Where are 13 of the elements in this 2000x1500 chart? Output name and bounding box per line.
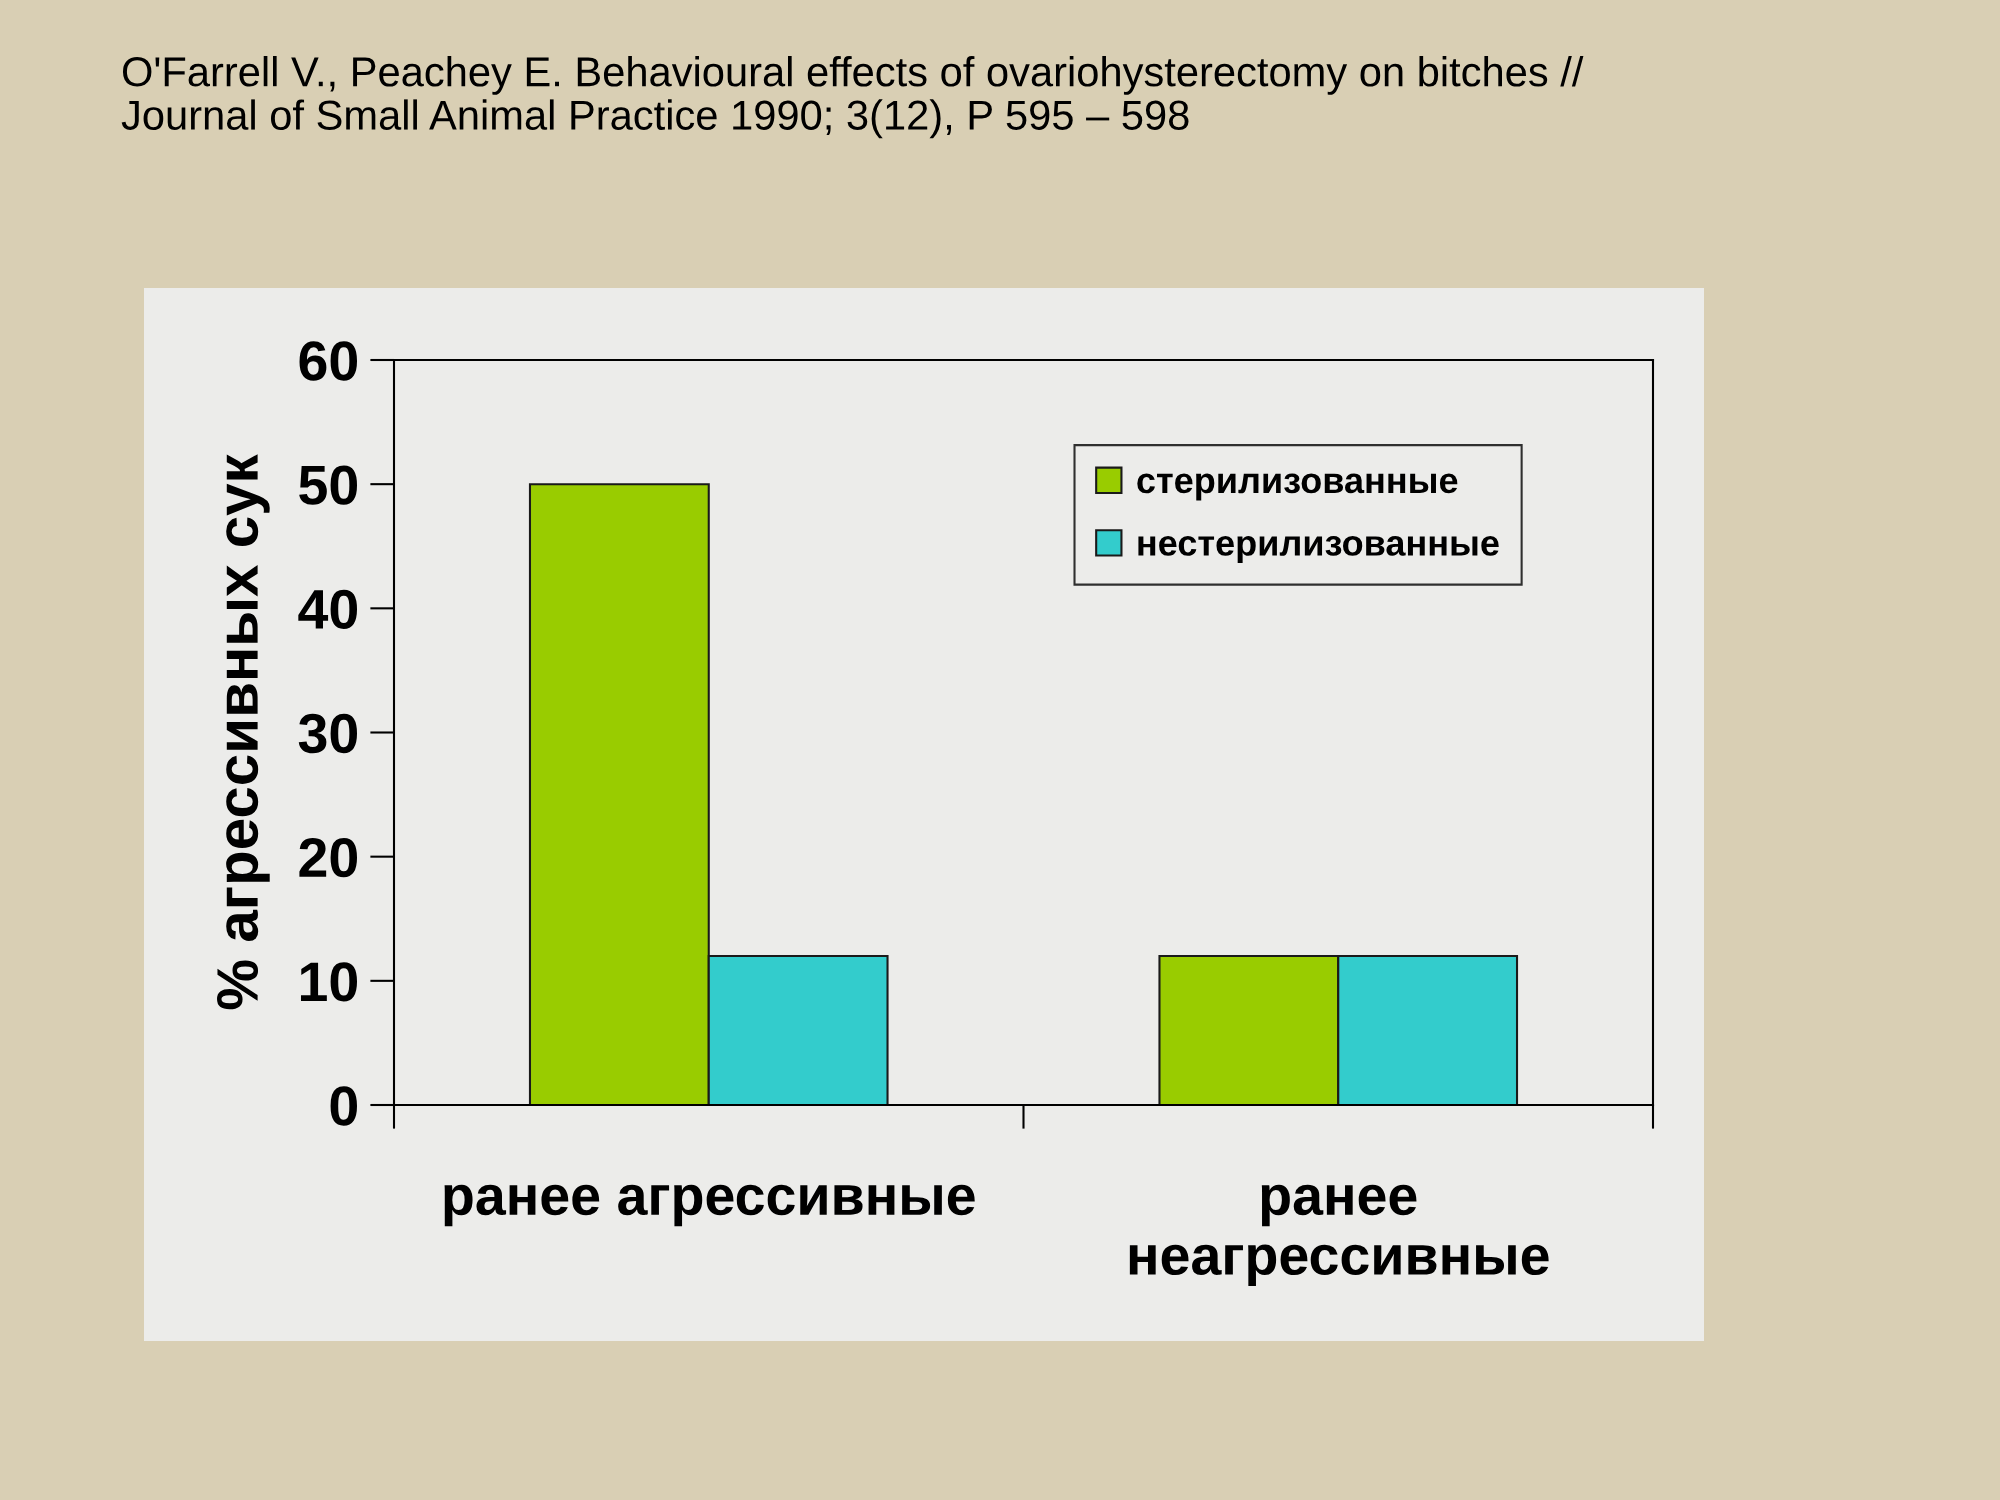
y-tick-label: 60 <box>299 341 358 381</box>
x-tick-label: ранее неагрессивные <box>1129 1184 1549 1287</box>
legend-label: нестерилизованные <box>1138 536 1499 563</box>
y-axis-title: % агрессивных сук <box>217 454 270 1010</box>
y-tick-label: 50 <box>299 465 358 505</box>
y-tick-label: 40 <box>298 589 358 630</box>
legend-label: стерилизованные <box>1137 473 1458 501</box>
chart-title: O'Farrell V., Peachey E. Behavioural effects of ovariohysterectomy on bitches // Journal of Small Animal Practice 1990; 3(12), P 595 – 598 <box>121 56 1584 139</box>
y-tick-label: 10 <box>300 962 358 1002</box>
y-tick-label: 30 <box>298 713 358 754</box>
x-tick-label: ранее агрессивные <box>444 1184 975 1227</box>
y-tick-label: 20 <box>299 838 358 878</box>
y-tick-label: 0 <box>330 1086 357 1126</box>
